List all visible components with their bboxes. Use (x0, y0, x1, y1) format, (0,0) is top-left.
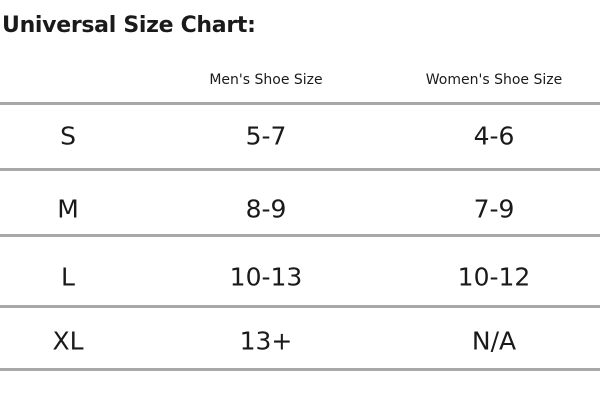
table-divider (0, 368, 600, 371)
womens-size-cell: 7-9 (473, 194, 515, 224)
size-cell: M (57, 194, 79, 224)
mens-size-cell: 5-7 (245, 121, 287, 151)
page-title: Universal Size Chart: (2, 13, 256, 38)
mens-size-cell: 13+ (239, 326, 293, 356)
womens-size-cell: N/A (471, 326, 517, 356)
column-header-mens-shoe-size: Men's Shoe Size (209, 72, 323, 88)
size-cell: S (60, 121, 76, 151)
womens-size-cell: 10-12 (457, 262, 531, 292)
mens-size-cell: 10-13 (229, 262, 303, 292)
table-divider (0, 102, 600, 105)
size-cell: XL (52, 326, 84, 356)
table-divider (0, 168, 600, 171)
mens-size-cell: 8-9 (245, 194, 287, 224)
table-divider (0, 305, 600, 308)
womens-size-cell: 4-6 (473, 121, 515, 151)
table-divider (0, 234, 600, 237)
column-header-womens-shoe-size: Women's Shoe Size (425, 72, 563, 88)
size-cell: L (61, 262, 75, 292)
